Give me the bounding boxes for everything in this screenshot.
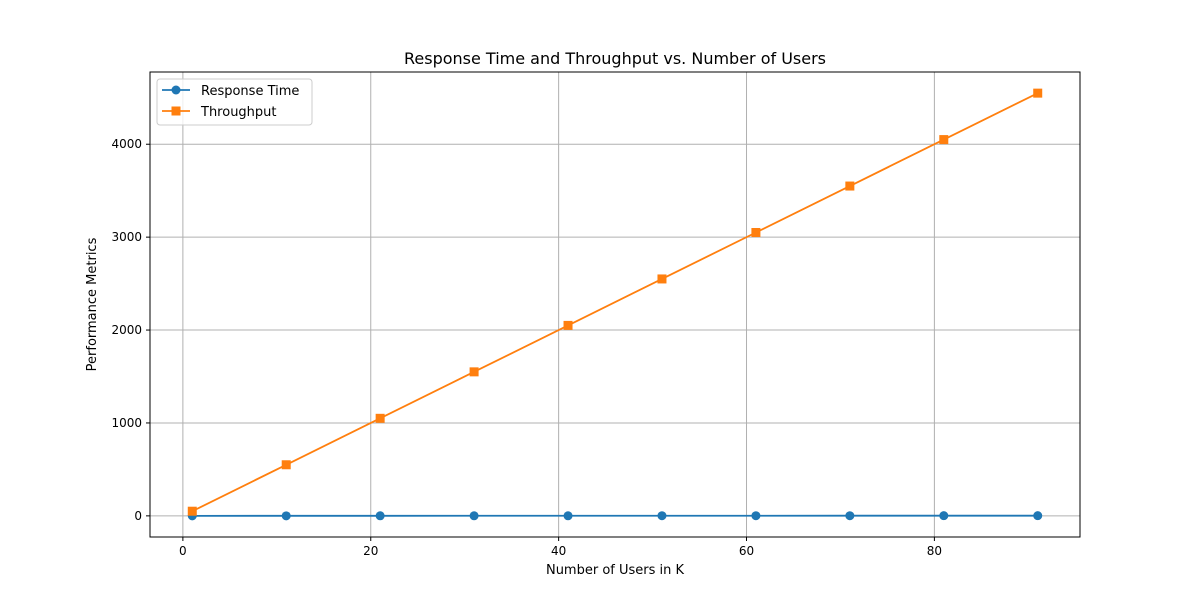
response-time-point (845, 511, 855, 521)
throughput-point (469, 367, 479, 377)
throughput-point (375, 413, 385, 423)
legend-item-throughput: Throughput (162, 105, 277, 120)
response-time-point (563, 511, 573, 521)
legend-swatch-marker (171, 85, 181, 95)
legend-swatch-marker (171, 106, 181, 116)
y-tick-label: 4000 (111, 137, 142, 151)
response-time-point (751, 511, 761, 521)
legend-label: Response Time (201, 84, 299, 99)
response-time-point (657, 511, 667, 521)
series-throughput (187, 88, 1043, 516)
throughput-line (191, 92, 1039, 513)
legend-items: Response Time Throughput (162, 84, 299, 120)
plot-area-frame (149, 71, 1081, 538)
legend-item-response-time: Response Time (162, 84, 299, 99)
throughput-point (187, 506, 197, 516)
x-tick-label: 80 (927, 544, 942, 558)
y-axis-label: Performance Metrics (85, 237, 100, 371)
throughput-point (939, 135, 949, 145)
y-tick-label: 0 (134, 509, 142, 523)
legend: Response Time Throughput (156, 78, 313, 126)
x-axis-label: Number of Users in K (546, 563, 685, 578)
throughput-point (1033, 88, 1043, 98)
response-time-point (939, 511, 949, 521)
throughput-point (845, 181, 855, 191)
y-tick-label: 1000 (111, 416, 142, 430)
y-tick-label: 2000 (111, 323, 142, 337)
x-tick-label: 60 (739, 544, 754, 558)
series-layer (187, 88, 1043, 521)
response-time-point (375, 511, 385, 521)
response-time-point (281, 511, 291, 521)
response-time-point (1033, 511, 1043, 521)
y-axis-ticks: 0 1000 2000 3000 4000 (111, 137, 150, 523)
chart-title: Response Time and Throughput vs. Number … (404, 49, 826, 68)
x-tick-label: 20 (363, 544, 378, 558)
throughput-point (281, 460, 291, 470)
x-tick-label: 0 (179, 544, 187, 558)
y-tick-label: 3000 (111, 230, 142, 244)
throughput-point (563, 320, 573, 330)
x-tick-label: 40 (551, 544, 566, 558)
series-response-time (187, 511, 1043, 521)
response-time-point (469, 511, 479, 521)
throughput-point (751, 227, 761, 237)
legend-label: Throughput (200, 105, 277, 120)
x-axis-ticks: 0 20 40 60 80 (179, 537, 942, 558)
throughput-point (657, 274, 667, 284)
legend-box (156, 78, 313, 126)
